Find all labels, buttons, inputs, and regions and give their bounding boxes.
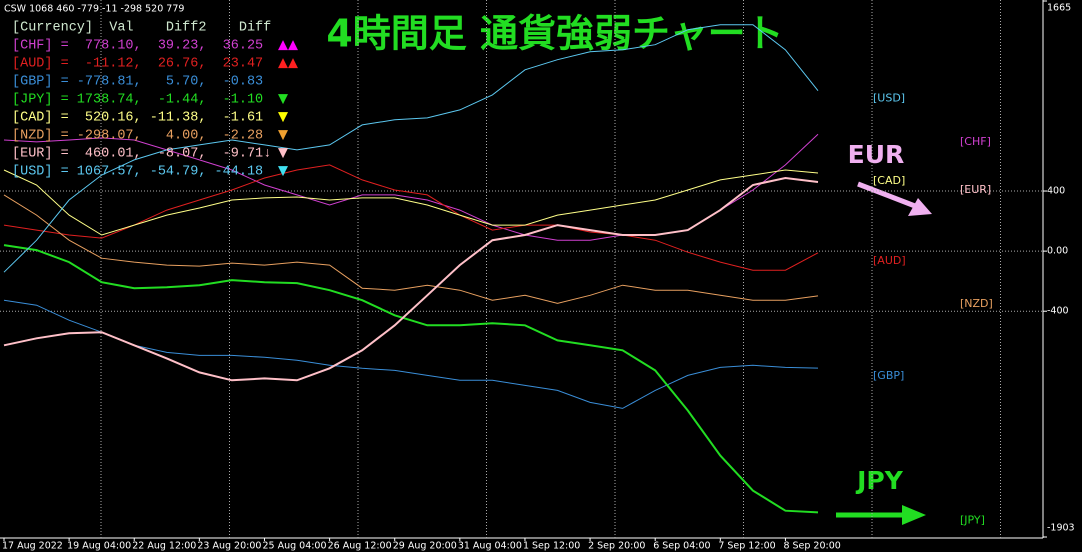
- y-tick-label: -400: [1047, 306, 1069, 317]
- x-tick-label: 19 Aug 04:00: [67, 541, 131, 552]
- y-tick-label: 400: [1047, 186, 1065, 197]
- panel-indicator: ▲▲: [278, 56, 298, 71]
- panel-row: [AUD] = -11.12, 26.76, 23.47: [12, 57, 263, 72]
- y-tick-label: 0.00: [1047, 246, 1068, 257]
- series-line: [3, 24, 819, 273]
- x-tick-label: 31 Aug 04:00: [458, 541, 522, 552]
- series-label: [NZD]: [960, 297, 993, 310]
- panel-row: [GBP] = -778.81, 5.70, -0.83: [12, 75, 263, 90]
- panel-indicator: ▼: [278, 110, 288, 125]
- panel-indicator: ▲▲: [278, 38, 298, 53]
- x-tick-label: 26 Aug 12:00: [328, 541, 392, 552]
- series-label: [GBP]: [873, 369, 904, 382]
- x-tick-label: 23 Aug 20:00: [197, 541, 261, 552]
- x-tick-label: 6 Sep 04:00: [653, 541, 710, 552]
- panel-indicator: ▼: [278, 164, 288, 179]
- panel-row: [JPY] = 1738.74, -1.44, -1.10: [12, 93, 263, 108]
- eur-annotation: EUR: [848, 140, 905, 169]
- series-line: [3, 194, 819, 304]
- header: CSW 1068 460 -779 -11 -298 520 779: [4, 4, 184, 15]
- panel-indicator: ▼: [278, 128, 288, 143]
- series-label: [AUD]: [873, 254, 906, 267]
- x-tick-label: 25 Aug 04:00: [262, 541, 326, 552]
- eur-arrowhead: [908, 198, 932, 216]
- panel-row: [CHF] = 778.10, 39.23, 36.25: [12, 39, 263, 54]
- y-tick-label: -1903: [1047, 523, 1075, 534]
- x-tick-label: 17 Aug 2022: [2, 541, 63, 552]
- x-tick-label: 7 Sep 12:00: [718, 541, 775, 552]
- jpy-arrowhead: [902, 505, 926, 525]
- series-label: [USD]: [873, 92, 905, 105]
- jpy-annotation: JPY: [855, 466, 904, 495]
- panel-row: [CAD] = 520.16, -11.38, -1.61: [12, 111, 263, 126]
- chart-title: 4時間足 通貨強弱チャート: [326, 12, 783, 56]
- panel-indicator: ▼: [278, 146, 288, 161]
- series-label: [CAD]: [873, 174, 905, 187]
- x-tick-label: 2 Sep 20:00: [588, 541, 645, 552]
- x-tick-label: 22 Aug 12:00: [132, 541, 196, 552]
- y-tick-label: 1665: [1047, 3, 1071, 14]
- panel-row: [USD] = 1067.57, -54.79, -44.18: [12, 165, 263, 180]
- series-label: [JPY]: [960, 513, 985, 526]
- series-line: [3, 164, 819, 271]
- series-line: [3, 176, 819, 382]
- series-line: [3, 244, 819, 514]
- eur-arrow: [857, 181, 916, 209]
- series-label: [EUR]: [960, 183, 991, 196]
- x-tick-label: 1 Sep 12:00: [523, 541, 580, 552]
- series-line: [3, 169, 819, 236]
- x-tick-label: 29 Aug 20:00: [393, 541, 457, 552]
- panel-row: [EUR] = 460.01, -8.07, -9.71↓: [12, 147, 271, 162]
- panel-indicator: ▼: [278, 92, 288, 107]
- x-tick-label: 8 Sep 20:00: [783, 541, 840, 552]
- panel-row: [NZD] = -298.07, 4.00, -2.28: [12, 129, 263, 144]
- series-label: [CHF]: [960, 135, 991, 148]
- series-line: [3, 299, 819, 409]
- panel-header: [Currency] Val Diff2 Diff: [12, 21, 271, 36]
